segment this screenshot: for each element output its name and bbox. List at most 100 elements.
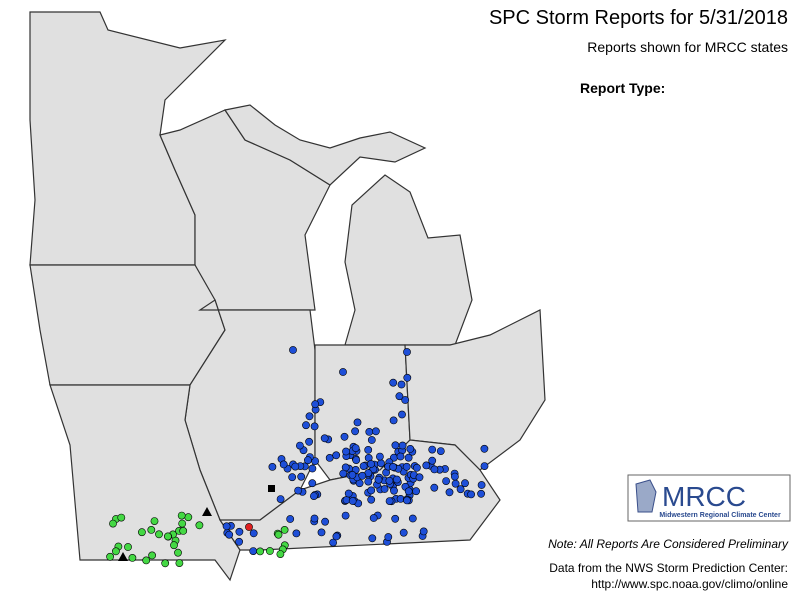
logo-full-name: Midwestern Regional Climate Center: [659, 512, 781, 519]
legend-label: Report Type:: [580, 80, 665, 96]
hail-report: [117, 513, 126, 522]
wind-report: [392, 475, 401, 484]
wind-report: [310, 422, 319, 431]
source-url: http://www.spc.noaa.gov/climo/online: [591, 577, 788, 591]
wind-report: [445, 488, 454, 497]
wind-report: [396, 452, 405, 461]
hail-report: [161, 559, 170, 568]
wind-report: [365, 427, 374, 436]
wind-report: [402, 462, 411, 471]
wind-report: [403, 373, 412, 382]
wind-report: [305, 412, 314, 421]
wind-report: [308, 464, 317, 473]
wind-report: [422, 461, 431, 470]
wind-report: [339, 469, 348, 478]
wind-report: [351, 444, 360, 452]
wind-report: [332, 451, 341, 460]
wind-report: [367, 460, 375, 468]
logo-box: [627, 474, 791, 522]
tornado-report: [245, 523, 253, 531]
wind-report: [389, 462, 397, 471]
wind-report: [297, 472, 306, 481]
wind-report: [325, 453, 334, 462]
source: Data from the NWS Storm Prediction Cente…: [549, 561, 788, 575]
wind-report: [369, 514, 378, 522]
hail-report: [163, 532, 172, 541]
hail-report: [170, 541, 178, 550]
wind-report: [430, 483, 439, 492]
wind-report: [404, 453, 413, 462]
wind-report: [389, 416, 398, 425]
wind-report: [288, 473, 297, 482]
wind-report: [403, 348, 411, 356]
wind-report: [342, 447, 350, 456]
wind-report: [294, 486, 302, 495]
hail-report: [112, 547, 120, 556]
wind-report: [303, 456, 312, 465]
hail-report: [265, 547, 274, 555]
wind-report: [344, 489, 353, 498]
wind-report: [412, 487, 420, 496]
hail-report: [137, 528, 146, 537]
wind-report: [367, 436, 376, 444]
wind-report: [412, 463, 421, 472]
wind-report: [371, 427, 380, 436]
wind-report: [428, 445, 437, 454]
wind-report: [268, 462, 277, 471]
hail-report: [106, 552, 114, 561]
wind-report: [399, 528, 408, 537]
title: SPC Storm Reports for 5/31/2018: [489, 7, 788, 29]
wind-report: [428, 456, 437, 465]
wind-report: [279, 460, 288, 469]
wind-report: [375, 452, 384, 461]
wind-report: [390, 486, 398, 495]
hail-report: [274, 530, 283, 539]
upper-michigan: [224, 104, 427, 186]
wind-report: [480, 462, 489, 470]
hail-report: [148, 551, 156, 560]
wind-report: [480, 444, 489, 453]
hail-report: [155, 530, 163, 539]
wind-report: [339, 368, 347, 376]
wind-report: [397, 380, 406, 389]
wind-report: [340, 432, 349, 441]
hail-report: [256, 547, 264, 556]
wind-report: [380, 485, 389, 493]
wind-report: [384, 533, 393, 541]
hail-report: [195, 521, 204, 530]
wind-report: [309, 492, 318, 500]
wind-report: [419, 527, 428, 536]
wind-report: [442, 477, 450, 485]
wind-report: [225, 530, 234, 539]
hail-report: [178, 519, 187, 528]
wind-report: [389, 378, 398, 387]
wind-report: [364, 445, 373, 454]
wind-report: [377, 459, 385, 468]
wind-report: [308, 479, 317, 488]
wind-report: [353, 418, 362, 427]
wind-report: [467, 490, 475, 499]
wind-report: [348, 497, 357, 505]
wind-report: [352, 456, 361, 464]
hail-report: [175, 559, 184, 567]
wind-report: [477, 481, 486, 489]
wind-report: [367, 486, 376, 495]
wind-report: [391, 514, 400, 523]
logo: MRCC Midwestern Regional Climate Center: [627, 474, 791, 522]
wind-report: [408, 514, 417, 523]
wind-report: [321, 517, 329, 526]
hail-report: [184, 513, 193, 522]
wind-report: [385, 476, 394, 485]
logo-name: MRCC: [662, 481, 746, 512]
wind-report: [477, 489, 485, 498]
wind-report: [406, 444, 415, 453]
wind-report: [341, 511, 350, 520]
wind-report: [317, 528, 326, 537]
wind-report: [222, 522, 231, 531]
hail-report: [276, 550, 285, 558]
wind-report: [276, 495, 285, 503]
logo-icon: [635, 479, 657, 513]
wind-report: [415, 473, 424, 482]
wind-report: [249, 547, 258, 555]
